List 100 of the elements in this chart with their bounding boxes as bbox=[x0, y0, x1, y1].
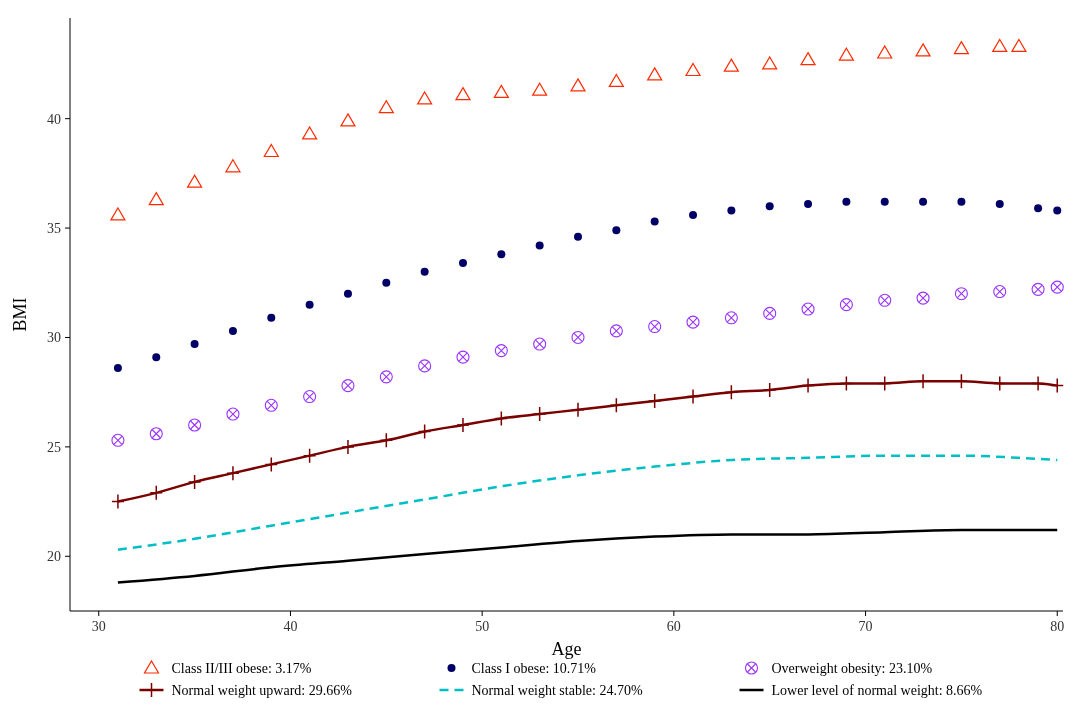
point bbox=[878, 293, 892, 307]
point bbox=[1034, 204, 1043, 213]
point bbox=[111, 433, 125, 447]
point bbox=[382, 278, 391, 287]
legend-label: Normal weight stable: 24.70% bbox=[471, 683, 643, 698]
point bbox=[571, 330, 585, 345]
point bbox=[420, 267, 429, 276]
point bbox=[341, 379, 355, 393]
y-axis-title: BMI bbox=[10, 297, 30, 332]
point bbox=[110, 207, 126, 221]
legend-label: Lower level of normal weight: 8.66% bbox=[771, 683, 983, 698]
point bbox=[418, 359, 432, 373]
point bbox=[995, 200, 1004, 208]
point bbox=[187, 474, 202, 490]
point bbox=[532, 82, 548, 96]
point bbox=[838, 47, 854, 61]
x-tick-label: 70 bbox=[858, 619, 873, 634]
point bbox=[723, 58, 739, 72]
point bbox=[305, 300, 314, 309]
point bbox=[648, 319, 662, 334]
x-tick-label: 30 bbox=[91, 619, 106, 634]
point bbox=[263, 143, 279, 158]
point bbox=[877, 45, 893, 59]
point bbox=[686, 315, 700, 329]
point bbox=[264, 398, 278, 412]
point bbox=[1031, 282, 1045, 296]
point bbox=[609, 324, 623, 338]
point bbox=[571, 401, 585, 418]
point bbox=[993, 284, 1007, 299]
legend-label: Normal weight upward: 29.66% bbox=[171, 683, 353, 698]
point bbox=[302, 126, 318, 140]
point bbox=[379, 370, 393, 384]
point bbox=[228, 326, 237, 335]
x-tick-label: 80 bbox=[1050, 619, 1065, 634]
x-tick-label: 50 bbox=[475, 619, 490, 634]
point bbox=[842, 197, 851, 206]
point bbox=[533, 337, 547, 351]
point bbox=[1011, 38, 1027, 53]
point bbox=[609, 397, 624, 414]
point bbox=[302, 447, 317, 464]
point bbox=[608, 73, 624, 88]
point bbox=[574, 232, 582, 241]
x-tick-label: 60 bbox=[666, 619, 681, 634]
point bbox=[456, 350, 470, 364]
point bbox=[727, 206, 736, 215]
point bbox=[417, 423, 432, 440]
point bbox=[497, 250, 506, 259]
point bbox=[379, 432, 394, 449]
point bbox=[724, 384, 739, 400]
point bbox=[650, 217, 659, 226]
point bbox=[532, 406, 547, 422]
point bbox=[340, 113, 356, 127]
line-series bbox=[116, 454, 1059, 551]
point bbox=[226, 407, 240, 421]
point bbox=[919, 197, 928, 206]
x-tick-label: 40 bbox=[283, 619, 298, 634]
point bbox=[226, 465, 240, 481]
point bbox=[804, 200, 813, 208]
point bbox=[762, 56, 778, 70]
point bbox=[303, 390, 317, 404]
point bbox=[458, 259, 467, 268]
point bbox=[1031, 375, 1045, 392]
point bbox=[148, 192, 164, 206]
y-tick-label: 30 bbox=[47, 330, 61, 346]
point bbox=[494, 410, 509, 427]
point bbox=[267, 313, 276, 322]
point bbox=[570, 78, 586, 92]
point bbox=[225, 159, 241, 173]
point bbox=[378, 100, 394, 114]
point bbox=[113, 364, 122, 373]
legend-label: Overweight obesity: 23.10% bbox=[771, 661, 933, 676]
point bbox=[992, 38, 1008, 53]
point bbox=[111, 493, 125, 510]
point bbox=[689, 210, 698, 219]
point bbox=[152, 353, 161, 362]
y-tick-label: 25 bbox=[47, 439, 61, 455]
point bbox=[877, 375, 892, 392]
point bbox=[647, 393, 662, 409]
point bbox=[880, 197, 889, 206]
point bbox=[341, 439, 355, 455]
point bbox=[953, 41, 969, 55]
point bbox=[724, 311, 738, 325]
point bbox=[187, 174, 203, 188]
point bbox=[801, 377, 815, 394]
line-series bbox=[116, 528, 1059, 584]
point bbox=[264, 456, 279, 473]
point bbox=[149, 485, 164, 501]
point bbox=[647, 67, 663, 81]
point bbox=[839, 375, 854, 392]
point bbox=[957, 197, 966, 206]
point bbox=[992, 375, 1007, 392]
legend-label: Class I obese: 10.71% bbox=[471, 661, 597, 676]
point bbox=[343, 289, 352, 298]
point bbox=[612, 226, 621, 235]
point bbox=[839, 298, 853, 312]
legend-label: Class II/III obese: 3.17% bbox=[171, 661, 312, 676]
point bbox=[915, 43, 931, 57]
y-tick-label: 20 bbox=[47, 549, 61, 565]
point bbox=[188, 418, 202, 432]
x-axis-title: Age bbox=[551, 639, 582, 659]
